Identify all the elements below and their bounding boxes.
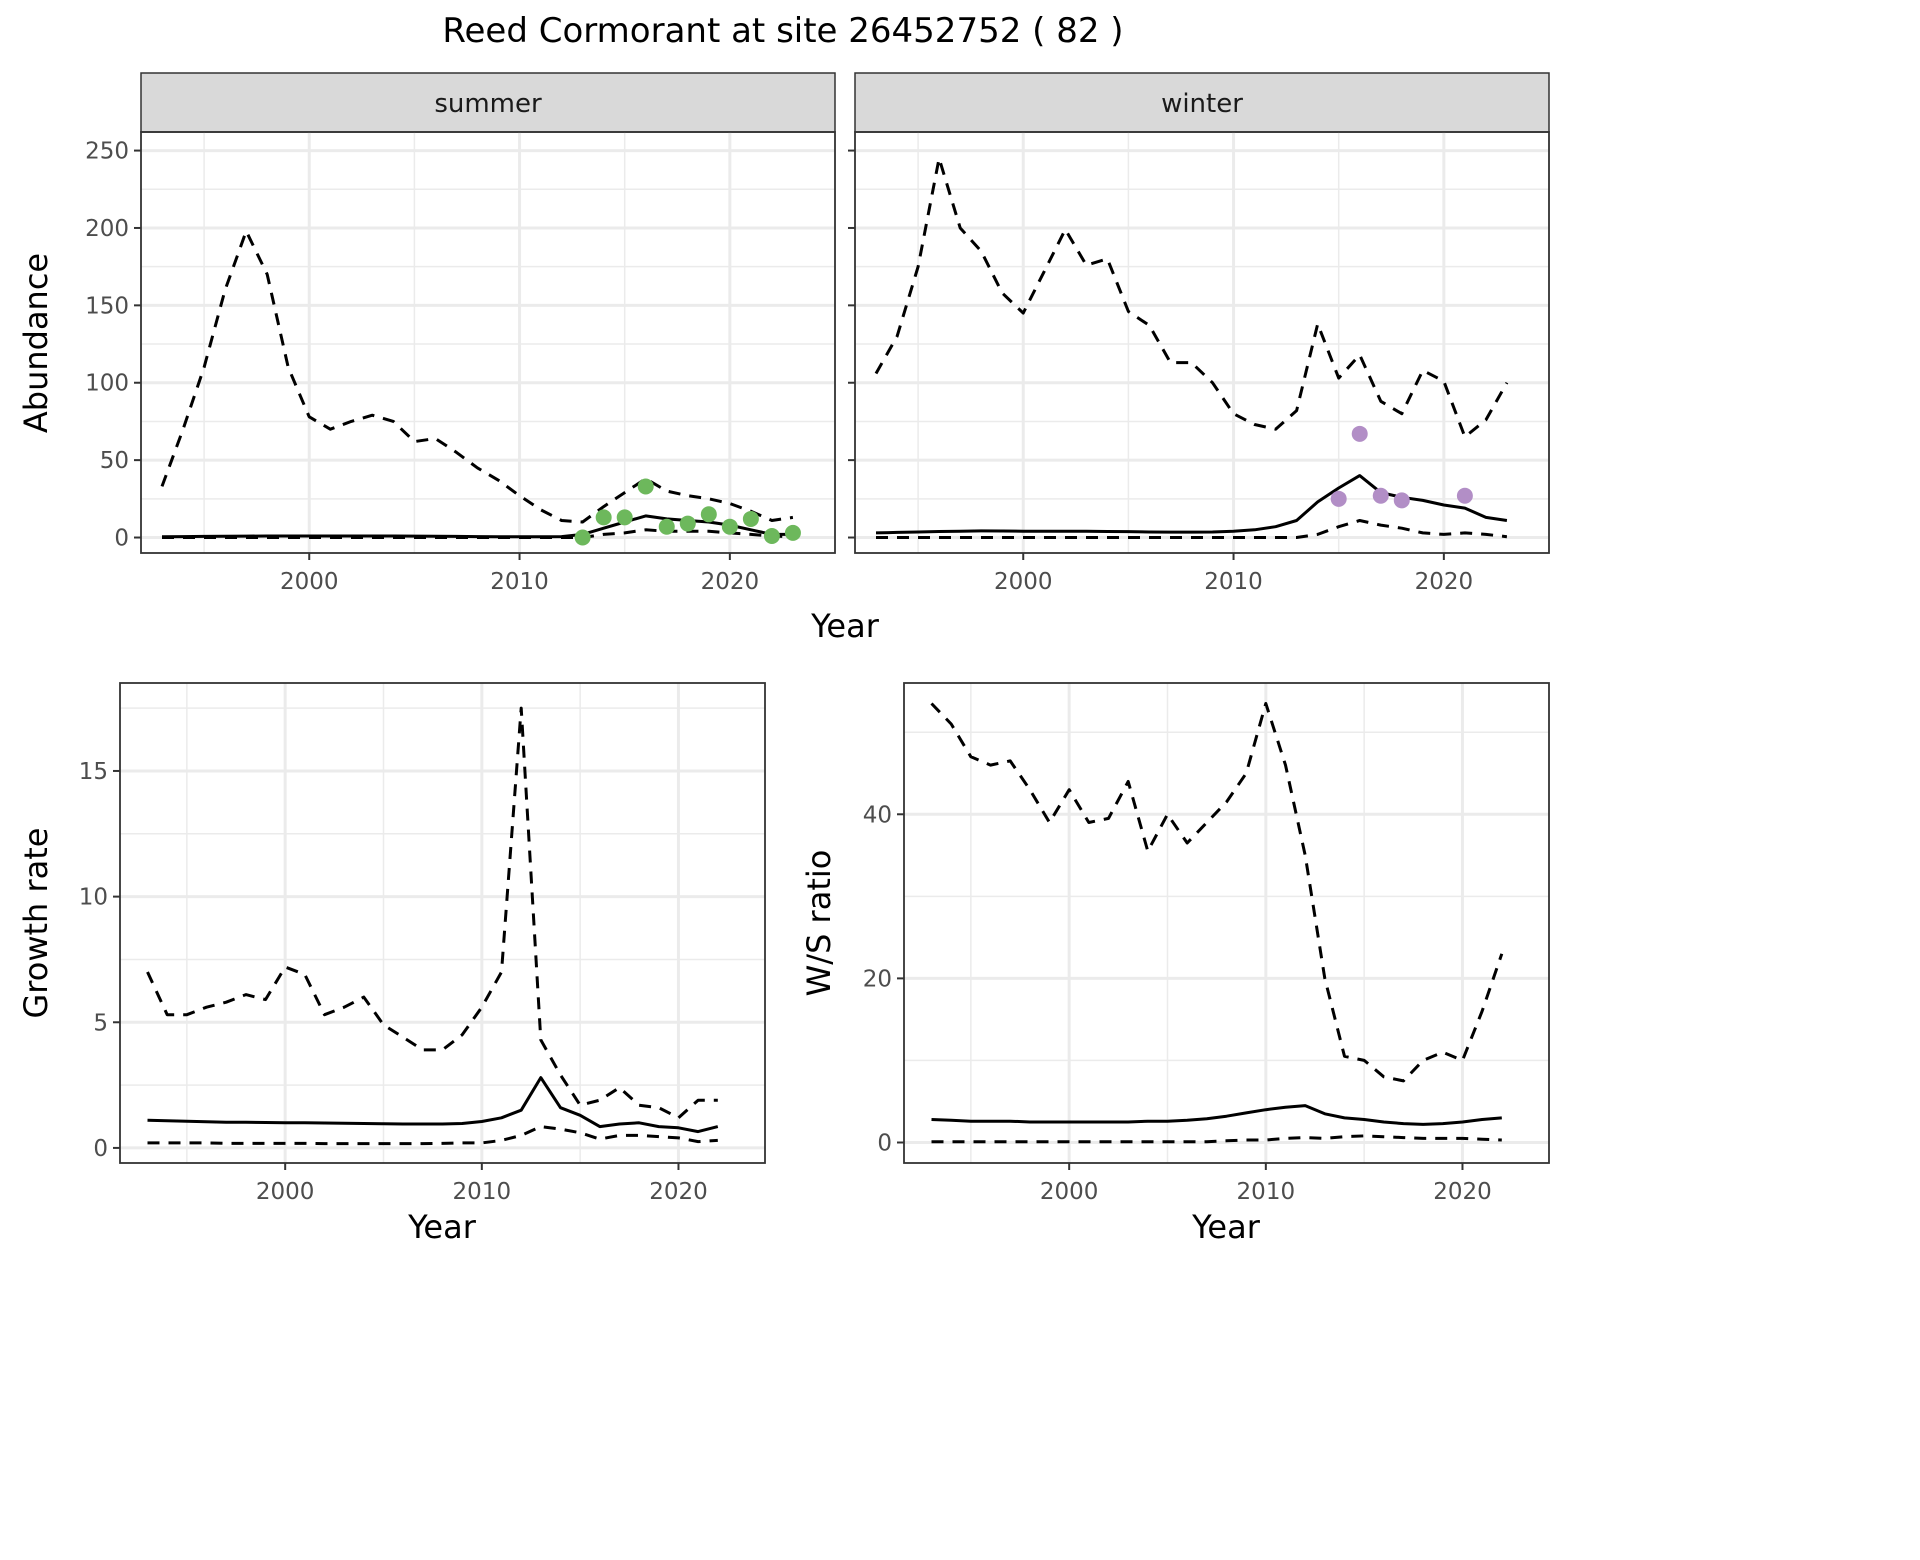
- y-tick-label: 150: [85, 293, 129, 319]
- y-tick-label: 200: [85, 216, 129, 242]
- data-point: [679, 515, 696, 532]
- data-point: [1330, 490, 1347, 507]
- x-tick-label: 2000: [256, 1179, 315, 1205]
- x-tick-label: 2000: [280, 569, 339, 595]
- series-mean-line: [161, 514, 793, 539]
- facet-strip-label: winter: [1161, 89, 1243, 119]
- panel-summer: summer 0 50 100 150 200 250 2000 2010 2020 Abundan…: [17, 72, 836, 595]
- facet-strip: [140, 72, 836, 133]
- y-axis-label: Abundance: [17, 253, 55, 433]
- x-tick-label: 2020: [1415, 569, 1474, 595]
- series-lower-line: [876, 519, 1508, 539]
- data-point: [1351, 425, 1368, 442]
- panel-ws: 0 20 40 2000 2010 2020 W/S ratio Year: [800, 682, 1550, 1246]
- series-mean-line: [147, 1076, 719, 1134]
- shared-x-axis-label: Year: [810, 607, 880, 645]
- y-tick-label: 15: [79, 759, 108, 785]
- data-point: [721, 518, 738, 535]
- y-axis-label: Growth rate: [17, 828, 55, 1019]
- series-lower-line: [931, 1134, 1502, 1144]
- series-upper-line: [146, 706, 718, 1120]
- x-tick-label: 2000: [1040, 1179, 1099, 1205]
- chart-root: Reed Cormorant at site 26452752 ( 82 ) Y…: [17, 11, 1550, 1246]
- data-point: [574, 529, 591, 546]
- data-point: [616, 509, 633, 526]
- y-axis-label: W/S ratio: [800, 850, 838, 997]
- data-point: [658, 518, 675, 535]
- panel-border: [903, 682, 1550, 1164]
- figure: Reed Cormorant at site 26452752 ( 82 ) Y…: [17, 11, 1550, 1246]
- x-tick-label: 2010: [1204, 569, 1263, 595]
- series-upper-line: [874, 156, 1509, 439]
- y-tick-label: 5: [93, 1010, 108, 1036]
- data-point: [700, 506, 717, 523]
- x-tick-label: 2020: [701, 569, 760, 595]
- facet-strip-label: summer: [434, 89, 542, 119]
- series-upper-line: [930, 702, 1504, 1083]
- y-tick-label: 100: [85, 371, 129, 397]
- x-tick-label: 2010: [1237, 1179, 1296, 1205]
- panel-growth: 0 5 10 15 2000 2010 2020 Growth rate Year: [17, 682, 766, 1246]
- data-point: [637, 478, 654, 495]
- x-tick-label: 2020: [649, 1179, 708, 1205]
- x-axis-label: Year: [407, 1208, 477, 1246]
- y-tick-label: 0: [877, 1130, 892, 1156]
- x-axis-label: Year: [1191, 1208, 1261, 1246]
- x-tick-label: 2020: [1433, 1179, 1492, 1205]
- data-point: [1393, 492, 1410, 509]
- panel-border: [854, 131, 1550, 554]
- y-tick-label: 20: [863, 966, 892, 992]
- y-tick-label: 250: [85, 139, 129, 165]
- data-point: [742, 510, 759, 527]
- y-tick-label: 0: [114, 526, 129, 552]
- y-tick-label: 50: [100, 448, 129, 474]
- x-tick-label: 2000: [994, 569, 1053, 595]
- y-tick-label: 10: [79, 885, 108, 911]
- series-mean-line: [931, 1104, 1502, 1126]
- data-point: [784, 524, 801, 541]
- series-lower-line: [147, 1125, 718, 1146]
- series-mean-line: [875, 474, 1508, 535]
- y-tick-label: 0: [93, 1136, 108, 1162]
- panel-winter: winter 2000 2010 2020: [848, 72, 1550, 595]
- data-point: [763, 527, 780, 544]
- panel-border: [119, 682, 766, 1164]
- data-point: [1372, 487, 1389, 504]
- y-tick-label: 40: [863, 802, 892, 828]
- data-point: [595, 509, 612, 526]
- panel-border: [140, 131, 836, 554]
- x-tick-label: 2010: [453, 1179, 512, 1205]
- series-upper-line: [160, 229, 794, 524]
- data-point: [1456, 487, 1473, 504]
- x-tick-label: 2010: [490, 569, 549, 595]
- figure-title: Reed Cormorant at site 26452752 ( 82 ): [442, 11, 1123, 51]
